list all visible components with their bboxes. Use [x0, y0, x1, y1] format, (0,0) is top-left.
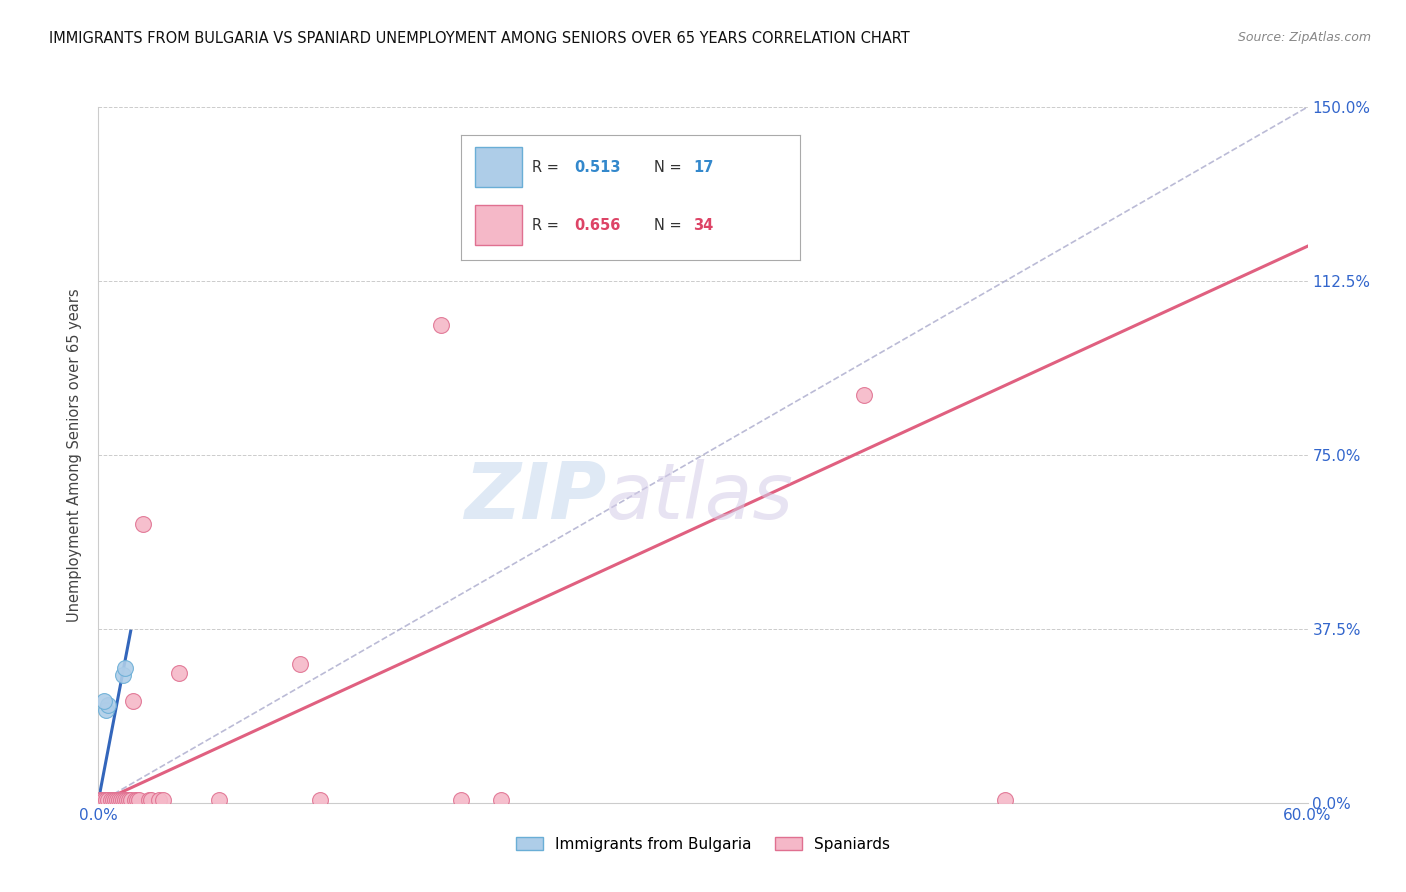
Point — [100, 793, 122, 807]
Point — [97, 698, 120, 713]
Point — [121, 694, 143, 708]
Point — [93, 793, 115, 807]
FancyBboxPatch shape — [475, 147, 522, 187]
Point — [208, 793, 231, 807]
Point — [128, 793, 150, 807]
Point — [101, 793, 124, 807]
Point — [491, 793, 513, 807]
Point — [91, 793, 114, 807]
Point — [89, 793, 111, 807]
Point — [430, 318, 453, 332]
Point — [110, 793, 132, 807]
Point — [105, 793, 128, 807]
Point — [120, 793, 142, 807]
Text: N =: N = — [654, 218, 686, 233]
Point — [100, 793, 122, 807]
Point — [93, 793, 115, 807]
Point — [450, 793, 472, 807]
Point — [91, 793, 114, 807]
Point — [111, 668, 134, 682]
Point — [105, 793, 128, 807]
Point — [139, 793, 162, 807]
Legend: Immigrants from Bulgaria, Spaniards: Immigrants from Bulgaria, Spaniards — [509, 830, 897, 858]
Text: ZIP: ZIP — [464, 458, 606, 534]
Point — [152, 793, 174, 807]
Point — [103, 793, 125, 807]
Point — [132, 517, 155, 532]
Text: Source: ZipAtlas.com: Source: ZipAtlas.com — [1237, 31, 1371, 45]
Point — [148, 793, 170, 807]
Point — [93, 694, 115, 708]
Point — [107, 793, 129, 807]
FancyBboxPatch shape — [475, 205, 522, 245]
Text: R =: R = — [533, 160, 564, 175]
Point — [124, 793, 146, 807]
Point — [288, 657, 311, 671]
Point — [89, 793, 111, 807]
Point — [115, 793, 138, 807]
Point — [125, 793, 148, 807]
Text: R =: R = — [533, 218, 564, 233]
Text: 17: 17 — [693, 160, 713, 175]
Text: 0.656: 0.656 — [575, 218, 621, 233]
Point — [114, 661, 136, 675]
Point — [96, 703, 118, 717]
Point — [97, 793, 120, 807]
Point — [118, 793, 141, 807]
Point — [97, 793, 120, 807]
Point — [96, 793, 118, 807]
Text: atlas: atlas — [606, 458, 794, 534]
Point — [309, 793, 332, 807]
Point — [101, 793, 124, 807]
Y-axis label: Unemployment Among Seniors over 65 years: Unemployment Among Seniors over 65 years — [67, 288, 83, 622]
Text: IMMIGRANTS FROM BULGARIA VS SPANIARD UNEMPLOYMENT AMONG SENIORS OVER 65 YEARS CO: IMMIGRANTS FROM BULGARIA VS SPANIARD UNE… — [49, 31, 910, 46]
Point — [111, 793, 134, 807]
Text: 34: 34 — [693, 218, 713, 233]
Text: N =: N = — [654, 160, 686, 175]
Point — [91, 793, 114, 807]
Point — [103, 793, 125, 807]
Point — [138, 793, 160, 807]
Text: 0.513: 0.513 — [575, 160, 621, 175]
Point — [167, 665, 190, 680]
Point — [115, 793, 138, 807]
Point — [994, 793, 1017, 807]
Point — [853, 387, 876, 401]
Point — [110, 793, 132, 807]
Point — [114, 793, 136, 807]
Point — [107, 793, 129, 807]
